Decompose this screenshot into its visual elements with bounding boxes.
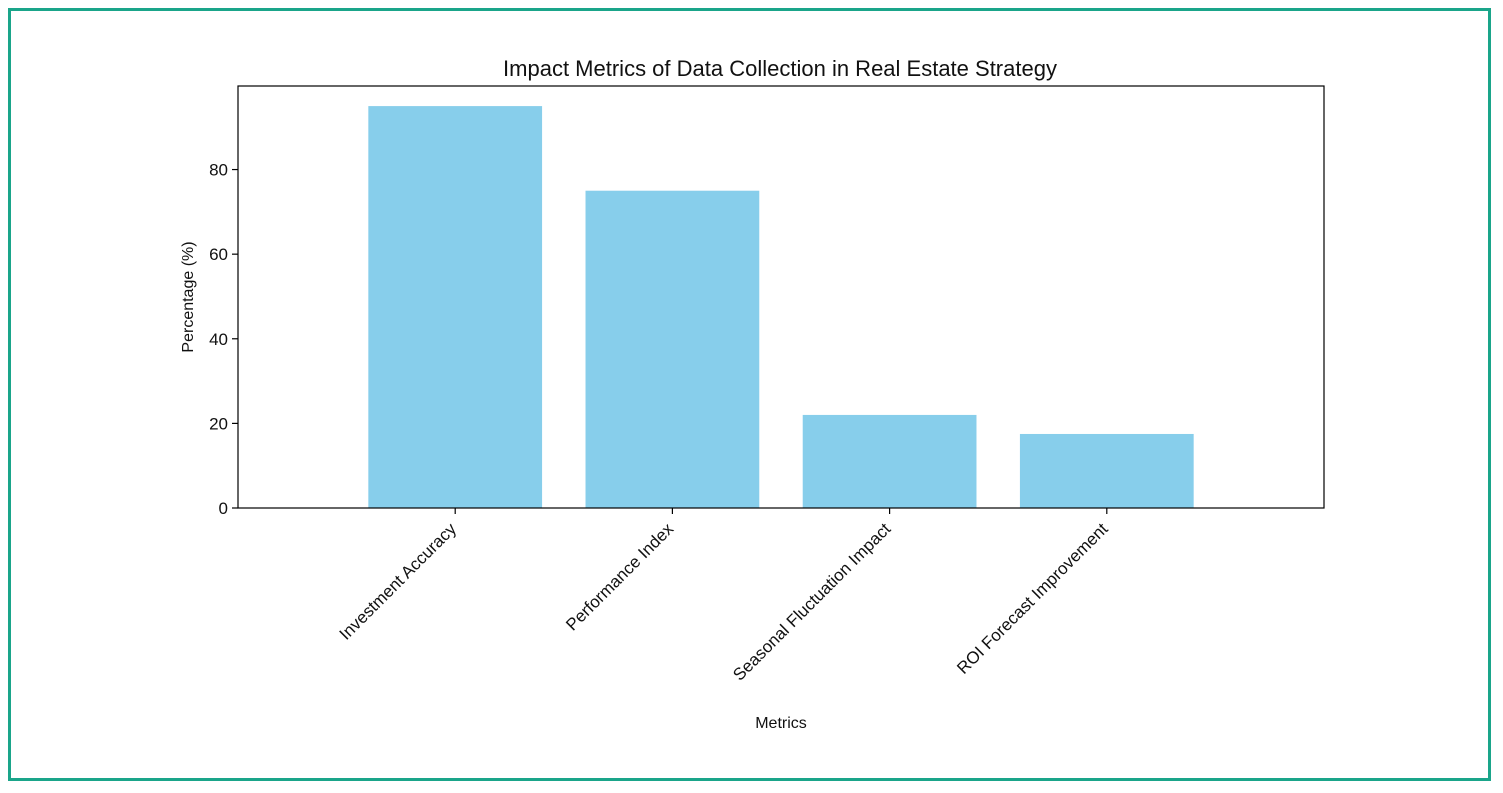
- y-tick-label: 60: [209, 245, 228, 264]
- y-tick-label: 0: [219, 499, 228, 518]
- x-axis: Investment Accuracy Performance Index Seas…: [336, 508, 1112, 685]
- y-tick-label: 40: [209, 330, 228, 349]
- y-axis-label: Percentage (%): [180, 241, 197, 352]
- x-tick-label: Performance Index: [562, 519, 677, 634]
- x-tick-label: Seasonal Fluctuation Impact: [729, 519, 894, 684]
- bar-performance-index: [585, 190, 760, 508]
- x-tick-label: ROI Forecast Improvement: [953, 519, 1112, 678]
- x-axis-label: Metrics: [755, 715, 807, 732]
- bar-investment-accuracy: [368, 106, 543, 508]
- bar-seasonal-fluctuation-impact: [802, 414, 977, 508]
- y-axis: 0 20 40 60 80: [209, 161, 238, 518]
- chart-title: Impact Metrics of Data Collection in Rea…: [503, 56, 1057, 81]
- x-tick-label: Investment Accuracy: [336, 519, 461, 644]
- y-tick-label: 80: [209, 161, 228, 180]
- y-tick-label: 20: [209, 414, 228, 433]
- bar-roi-forecast-improvement: [1019, 433, 1194, 508]
- plot-area-frame: [237, 85, 1325, 509]
- bars-group: [368, 106, 1194, 508]
